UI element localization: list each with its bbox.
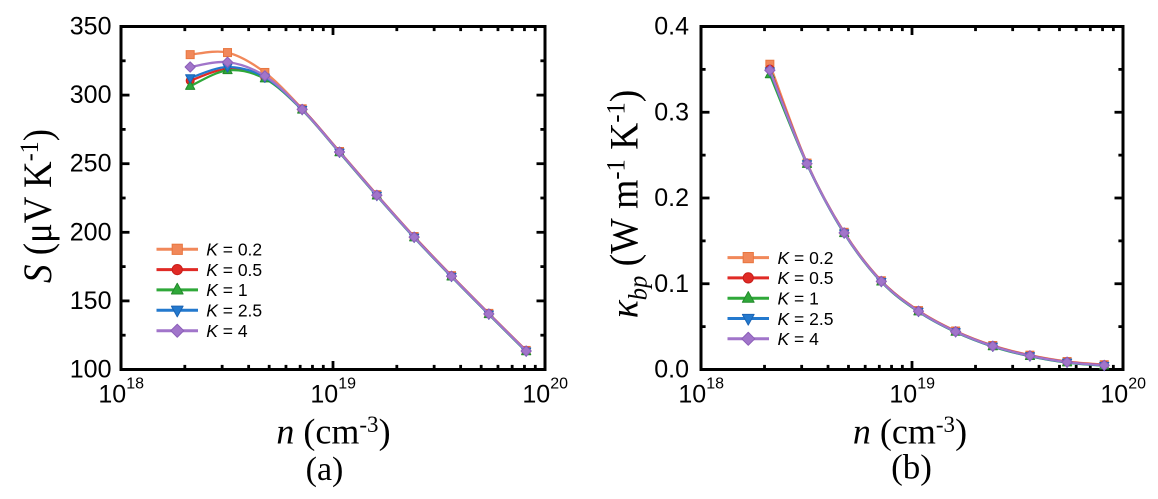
svg-text:1018: 1018 <box>98 376 144 409</box>
svg-text:κbp (W m-1 K-1): κbp (W m-1 K-1) <box>602 90 653 319</box>
svg-text:0.4: 0.4 <box>654 13 689 41</box>
svg-text:0.1: 0.1 <box>654 270 689 298</box>
svg-text:350: 350 <box>70 13 112 41</box>
svg-text:0.0: 0.0 <box>654 356 689 384</box>
svg-text:K = 1: K = 1 <box>778 289 819 309</box>
svg-text:300: 300 <box>70 81 112 109</box>
svg-text:0.2: 0.2 <box>654 184 689 212</box>
svg-text:K = 0.5: K = 0.5 <box>778 268 834 288</box>
svg-text:K = 2.5: K = 2.5 <box>778 309 834 329</box>
svg-text:K = 2.5: K = 2.5 <box>206 301 262 321</box>
svg-text:0.3: 0.3 <box>654 98 689 126</box>
svg-text:K = 0.2: K = 0.2 <box>206 240 262 260</box>
svg-text:K = 1: K = 1 <box>206 280 247 300</box>
svg-text:100: 100 <box>70 356 112 384</box>
svg-text:250: 250 <box>70 150 112 178</box>
svg-text:(a): (a) <box>306 451 344 488</box>
svg-text:K = 4: K = 4 <box>778 329 820 349</box>
svg-text:150: 150 <box>70 287 112 315</box>
svg-text:K = 0.5: K = 0.5 <box>206 260 262 280</box>
svg-text:n (cm-3): n (cm-3) <box>276 412 390 452</box>
svg-text:200: 200 <box>70 218 112 246</box>
svg-text:K = 0.2: K = 0.2 <box>778 248 834 268</box>
svg-text:(b): (b) <box>891 448 932 487</box>
svg-text:K = 4: K = 4 <box>206 321 248 341</box>
